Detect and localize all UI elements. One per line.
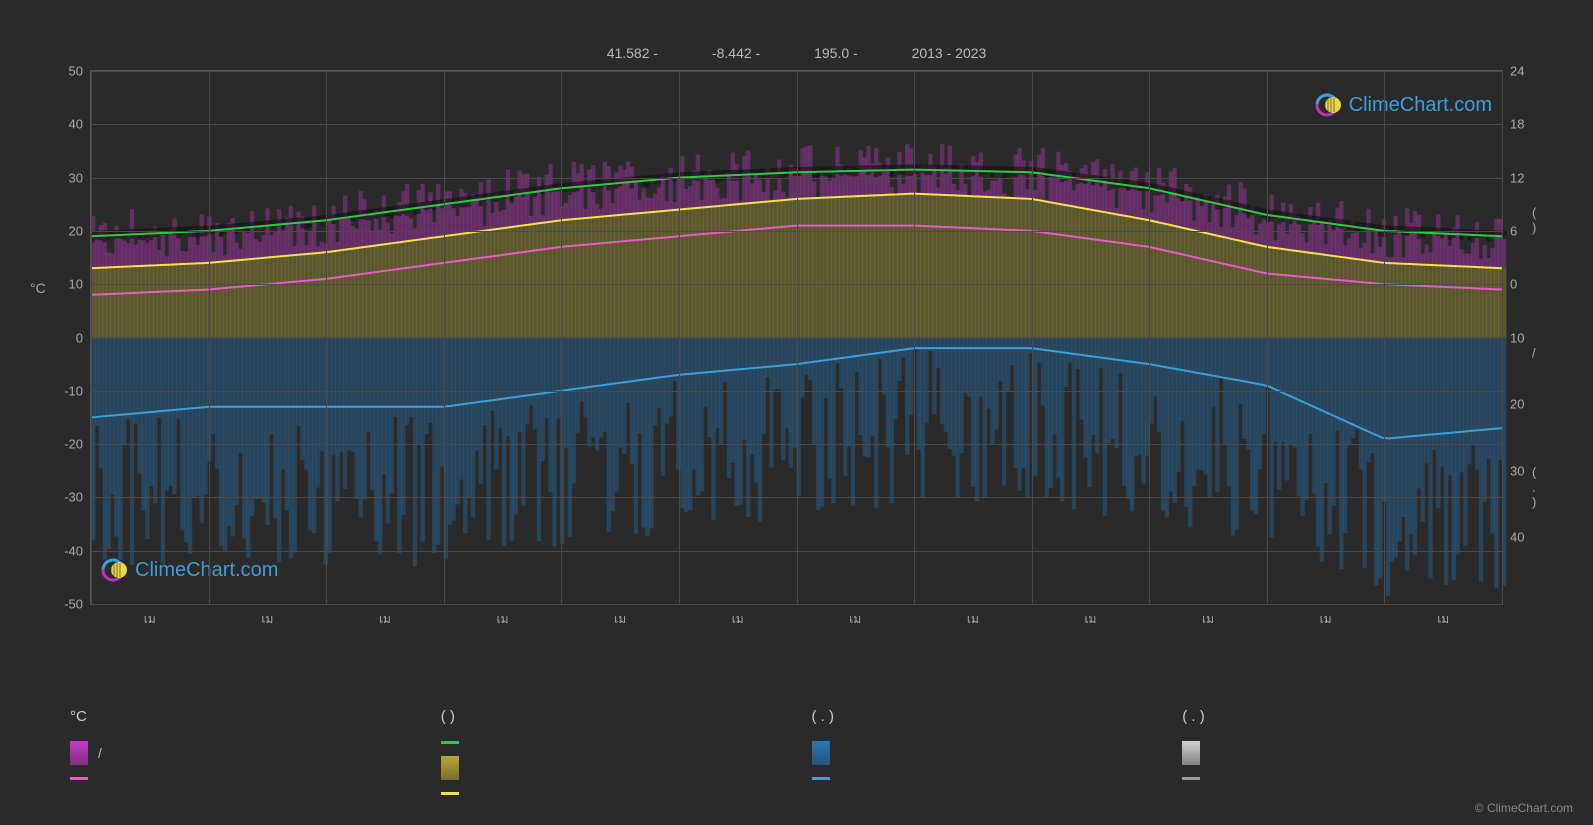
y-tick-left: 50 bbox=[69, 64, 83, 79]
legend-label: / bbox=[98, 745, 102, 761]
y-tick-right: 10 bbox=[1510, 330, 1524, 345]
legend-swatch bbox=[812, 777, 830, 780]
grid-line bbox=[209, 71, 210, 604]
grid-line bbox=[444, 71, 445, 604]
legend-swatch bbox=[70, 777, 88, 780]
brand-text: ClimeChart.com bbox=[135, 559, 278, 582]
y-tick-left: -50 bbox=[64, 597, 83, 612]
legend-item bbox=[441, 792, 782, 795]
legend-item bbox=[812, 741, 1153, 765]
legend-header: ( ) bbox=[441, 708, 782, 725]
x-tick: เม bbox=[1437, 610, 1449, 629]
legend-item bbox=[1182, 741, 1523, 765]
grid-line bbox=[914, 71, 915, 604]
x-tick: เม bbox=[732, 610, 744, 629]
x-tick: เม bbox=[614, 610, 626, 629]
legend-item: / bbox=[70, 741, 411, 765]
y-axis-right-label: / bbox=[1532, 346, 1536, 361]
legend-swatch bbox=[441, 756, 459, 780]
brand-logo-bottom: ClimeChart.com bbox=[101, 556, 278, 584]
x-tick: เม bbox=[379, 610, 391, 629]
y-tick-left: -40 bbox=[64, 543, 83, 558]
y-tick-left: 40 bbox=[69, 117, 83, 132]
y-tick-right: 24 bbox=[1510, 64, 1524, 79]
y-axis-right-label: ( . ) bbox=[1532, 464, 1536, 509]
legend-item bbox=[70, 777, 411, 780]
grid-line bbox=[1384, 71, 1385, 604]
x-tick: เม bbox=[261, 610, 273, 629]
grid-line bbox=[326, 71, 327, 604]
brand-icon bbox=[1315, 91, 1343, 119]
legend-swatch bbox=[441, 741, 459, 744]
plot-area: ClimeChart.com ClimeChart.com 5040302010… bbox=[90, 70, 1503, 605]
grid-line bbox=[1032, 71, 1033, 604]
x-tick: เม bbox=[849, 610, 861, 629]
legend-header: ( . ) bbox=[1182, 708, 1523, 725]
brand-text: ClimeChart.com bbox=[1349, 94, 1492, 117]
legend-swatch bbox=[1182, 741, 1200, 765]
grid-line bbox=[91, 604, 1502, 605]
y-axis-right-label: ( ) bbox=[1532, 205, 1536, 235]
grid-line bbox=[1267, 71, 1268, 604]
legend-column: ( . ) bbox=[1182, 708, 1523, 795]
y-axis-left-title: °C bbox=[30, 280, 46, 296]
y-tick-left: 30 bbox=[69, 170, 83, 185]
legend-column: ( ) bbox=[441, 708, 782, 795]
copyright: © ClimeChart.com bbox=[1475, 801, 1573, 815]
y-tick-right: 6 bbox=[1510, 223, 1517, 238]
x-tick: เม bbox=[1084, 610, 1096, 629]
grid-line bbox=[679, 71, 680, 604]
legend: °C / ( ) ( . ) ( . ) bbox=[70, 708, 1523, 795]
legend-item bbox=[1182, 777, 1523, 780]
x-tick: เม bbox=[967, 610, 979, 629]
grid-line bbox=[1149, 71, 1150, 604]
lat-value: 41.582 - bbox=[607, 45, 658, 61]
legend-swatch bbox=[1182, 777, 1200, 780]
legend-column: ( . ) bbox=[812, 708, 1153, 795]
grid-line bbox=[91, 71, 92, 604]
legend-item bbox=[812, 777, 1153, 780]
years-value: 2013 - 2023 bbox=[912, 45, 987, 61]
x-tick: เม bbox=[1320, 610, 1332, 629]
elev-value: 195.0 - bbox=[814, 45, 858, 61]
daily-bars bbox=[91, 144, 1506, 596]
legend-item bbox=[441, 756, 782, 780]
y-tick-right: 0 bbox=[1510, 277, 1517, 292]
legend-swatch bbox=[812, 741, 830, 765]
y-tick-left: 0 bbox=[76, 330, 83, 345]
x-tick: เม bbox=[144, 610, 156, 629]
legend-swatch bbox=[70, 741, 88, 765]
legend-header: °C bbox=[70, 708, 411, 725]
y-tick-right: 18 bbox=[1510, 117, 1524, 132]
grid-line bbox=[561, 71, 562, 604]
x-tick: เม bbox=[1202, 610, 1214, 629]
y-tick-right: 30 bbox=[1510, 463, 1524, 478]
y-tick-right: 20 bbox=[1510, 397, 1524, 412]
lon-value: -8.442 - bbox=[712, 45, 760, 61]
legend-item bbox=[441, 741, 782, 744]
x-tick: เม bbox=[497, 610, 509, 629]
legend-header: ( . ) bbox=[812, 708, 1153, 725]
grid-line bbox=[797, 71, 798, 604]
brand-logo-top: ClimeChart.com bbox=[1315, 91, 1492, 119]
chart-header: 41.582 - -8.442 - 195.0 - 2013 - 2023 bbox=[0, 45, 1593, 61]
y-tick-right: 40 bbox=[1510, 530, 1524, 545]
y-tick-left: -30 bbox=[64, 490, 83, 505]
y-tick-left: 10 bbox=[69, 277, 83, 292]
y-tick-left: -10 bbox=[64, 383, 83, 398]
brand-icon bbox=[101, 556, 129, 584]
grid-line bbox=[1502, 71, 1503, 604]
legend-column: °C / bbox=[70, 708, 411, 795]
y-tick-left: -20 bbox=[64, 437, 83, 452]
y-tick-left: 20 bbox=[69, 223, 83, 238]
legend-swatch bbox=[441, 792, 459, 795]
y-tick-right: 12 bbox=[1510, 170, 1524, 185]
